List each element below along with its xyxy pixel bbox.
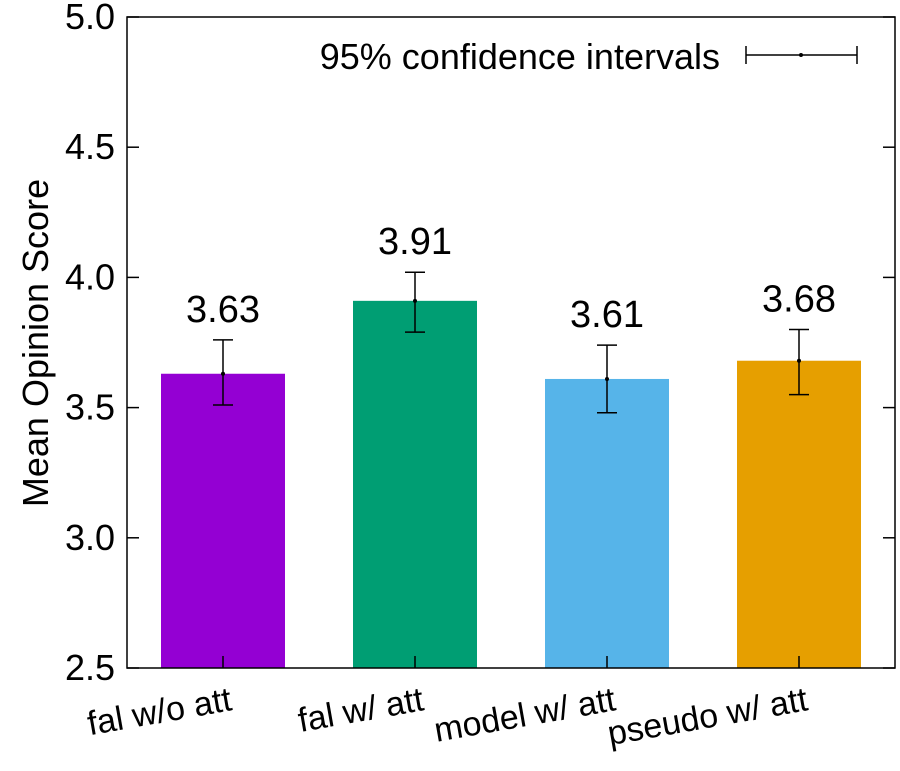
y-tick-label: 4.5: [65, 126, 115, 167]
mean-point-4: [797, 358, 801, 363]
legend: 95% confidence intervals: [320, 36, 858, 77]
category-label-4: pseudo w/ att: [605, 680, 811, 753]
y-tick-label: 5.0: [65, 0, 115, 37]
mean-point-3: [605, 376, 609, 381]
mean-point-1: [221, 371, 225, 376]
data-label-1: 3.63: [186, 289, 260, 331]
data-label-3: 3.61: [570, 294, 644, 336]
bar-4: [737, 360, 861, 668]
mean-point-2: [413, 298, 417, 303]
data-label-2: 3.91: [378, 221, 452, 263]
legend-label: 95% confidence intervals: [320, 36, 720, 77]
category-label-1: fal w/o att: [84, 680, 234, 743]
x-axis-categories: fal w/o att fal w/ att model w/ attpseudo …: [84, 680, 810, 753]
bar-2: [353, 300, 477, 668]
category-label-2: fal w/ att: [295, 680, 427, 740]
y-tick-label: 2.5: [65, 647, 115, 688]
bar-1: [161, 373, 285, 668]
bars-layer: [161, 300, 861, 668]
category-label-3: model w/ att: [431, 680, 619, 749]
legend-ci-point: [799, 53, 803, 57]
y-axis-title: Mean Opinion Score: [15, 179, 56, 507]
bar-3: [545, 378, 669, 668]
error-bars-layer: [213, 271, 809, 414]
y-tick-label: 4.0: [65, 256, 115, 297]
data-labels-layer: 3.63 3.91 3.61 3.68: [186, 221, 836, 336]
data-label-4: 3.68: [762, 278, 836, 320]
y-axis-ticks: 2.5 3.0 3.5 4.0 4.5 5.0: [65, 0, 895, 688]
y-tick-label: 3.0: [65, 517, 115, 558]
y-tick-label: 3.5: [65, 387, 115, 428]
plot-frame: [126, 16, 896, 669]
